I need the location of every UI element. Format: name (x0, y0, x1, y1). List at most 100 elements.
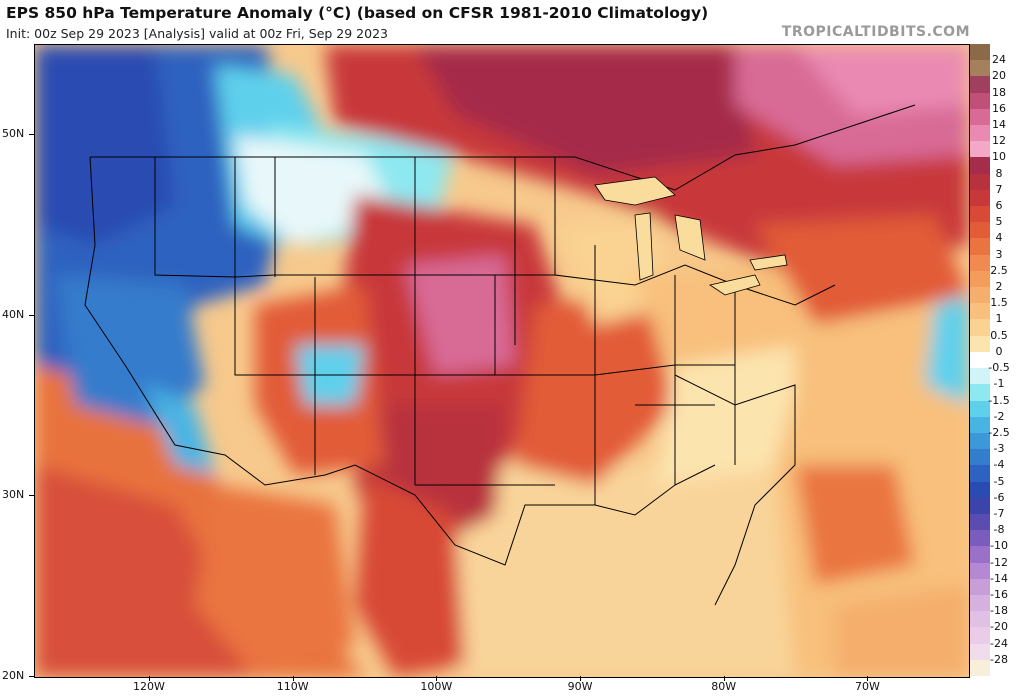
longitude-tick (436, 676, 438, 681)
latitude-label: 30N (2, 488, 25, 502)
temperature-anomaly-map (34, 44, 970, 678)
longitude-label: 70W (854, 680, 880, 693)
latitude-tick (29, 495, 34, 497)
colorbar-swatch (970, 513, 990, 531)
colorbar-label: 5 (995, 215, 1003, 229)
colorbar-swatch (970, 189, 990, 207)
colorbar-level: 1.5 (970, 297, 1024, 320)
colorbar-level: -7 (970, 507, 1024, 531)
longitude-label: 80W (711, 680, 737, 693)
colorbar-level: 14 (970, 119, 1024, 142)
colorbar-label: 2 (995, 280, 1003, 294)
colorbar-level: 18 (970, 86, 1024, 110)
colorbar-swatch (970, 578, 990, 596)
colorbar-label: 1.5 (990, 296, 1008, 310)
colorbar-label: 8 (995, 166, 1003, 180)
map-title: EPS 850 hPa Temperature Anomaly (°C) (ba… (6, 4, 709, 22)
colorbar-swatch (970, 416, 990, 434)
longitude-label: 110W (276, 680, 309, 693)
colorbar-label: 0.5 (990, 328, 1008, 342)
colorbar-level: -28 (970, 653, 1024, 677)
colorbar-legend: 24 20 18 16 14 12 10 8 7 6 5 4 3 2.5 2 1.5 1 0.5 0 -0.5 -1 -1… (970, 44, 1024, 677)
colorbar-label: 0 (995, 344, 1003, 358)
colorbar-swatch (970, 44, 990, 61)
site-watermark: TROPICALTIDBITS.COM (781, 24, 970, 40)
colorbar-label: 10 (992, 150, 1006, 164)
colorbar-level: -0.5 (970, 362, 1024, 385)
colorbar-swatch (970, 594, 990, 612)
colorbar-label: -10 (990, 539, 1008, 553)
colorbar-label: 3 (995, 247, 1003, 261)
colorbar-swatch (970, 384, 990, 401)
colorbar-level: 0.5 (970, 329, 1024, 353)
colorbar-label: -1 (993, 377, 1005, 391)
latitude-label: 50N (2, 127, 25, 141)
colorbar-swatch (970, 303, 990, 320)
latitude-tick (29, 314, 34, 316)
colorbar-level: 12 (970, 135, 1024, 158)
colorbar-level: 4 (970, 232, 1024, 256)
colorbar-swatch (970, 287, 990, 304)
colorbar-label: -2 (993, 409, 1005, 423)
colorbar-label: -4 (993, 458, 1005, 472)
longitude-tick (292, 676, 294, 681)
colorbar-swatch (970, 659, 990, 677)
colorbar-label: -7 (993, 506, 1005, 520)
map-canvas (35, 45, 969, 677)
colorbar-label: 18 (992, 85, 1006, 99)
colorbar-swatch (970, 400, 990, 418)
colorbar-label: -18 (990, 604, 1008, 618)
colorbar-level: 16 (970, 102, 1024, 126)
colorbar-swatch (970, 465, 990, 483)
colorbar-level: -5 (970, 475, 1024, 499)
colorbar-label: -12 (990, 555, 1008, 569)
colorbar-level: -14 (970, 572, 1024, 596)
colorbar-label: 1 (995, 312, 1003, 326)
anomaly-field (35, 45, 969, 677)
colorbar-swatch (970, 432, 990, 450)
colorbar-swatch (970, 368, 990, 385)
colorbar-label: 12 (992, 134, 1006, 148)
colorbar-level: 0 (970, 345, 1024, 369)
colorbar-label: 24 (992, 53, 1006, 67)
longitude-label: 100W (420, 680, 453, 693)
colorbar-level: 10 (970, 151, 1024, 175)
colorbar-level: 2 (970, 281, 1024, 304)
colorbar-level: 24 (970, 54, 1024, 77)
colorbar-level: -12 (970, 556, 1024, 580)
colorbar-label: -16 (990, 587, 1008, 601)
colorbar-level: -20 (970, 621, 1024, 645)
colorbar-swatch (970, 643, 990, 661)
colorbar-swatch (970, 497, 990, 515)
colorbar-label: 14 (992, 118, 1006, 132)
colorbar-label: -6 (993, 490, 1005, 504)
colorbar-swatch (970, 238, 990, 256)
colorbar-label: -20 (990, 620, 1008, 634)
colorbar-swatch (970, 60, 990, 77)
colorbar-label: -0.5 (988, 361, 1010, 375)
colorbar-swatch (970, 141, 990, 158)
colorbar-level: -1 (970, 378, 1024, 401)
longitude-tick (723, 676, 725, 681)
latitude-tick (29, 134, 34, 136)
colorbar-swatch (970, 319, 990, 337)
colorbar-swatch (970, 125, 990, 142)
latitude-tick (29, 676, 34, 677)
colorbar-swatch (970, 222, 990, 239)
colorbar-label: 6 (995, 199, 1003, 213)
colorbar-swatch (970, 206, 990, 223)
colorbar-label: 2.5 (990, 263, 1008, 277)
colorbar-level: 20 (970, 70, 1024, 94)
colorbar-label: -14 (990, 571, 1008, 585)
longitude-label: 120W (133, 680, 165, 693)
latitude-label: 40N (2, 307, 25, 321)
colorbar-swatch (970, 76, 990, 94)
colorbar-level: 5 (970, 216, 1024, 239)
colorbar-level (970, 44, 1024, 61)
colorbar-label: 4 (995, 231, 1003, 245)
longitude-tick (867, 676, 869, 681)
colorbar-swatch (970, 270, 990, 288)
colorbar-level: -18 (970, 605, 1024, 628)
colorbar-label: -24 (990, 636, 1008, 650)
colorbar-swatch (970, 173, 990, 191)
